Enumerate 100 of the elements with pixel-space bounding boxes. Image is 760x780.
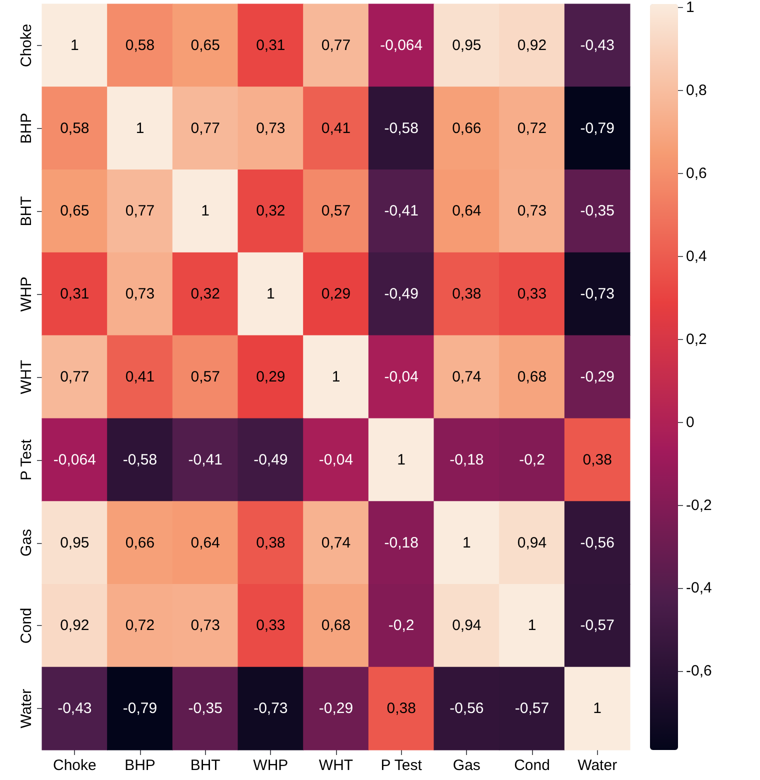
data-label: 0,66: [125, 534, 155, 552]
color-bar-label: 1: [686, 0, 694, 16]
data-label: 0,74: [321, 534, 351, 552]
x-tick-label: WHP: [253, 757, 288, 774]
data-label: -0,49: [384, 286, 418, 303]
y-tick-label: WHP: [18, 276, 35, 312]
x-tick-label: WHT: [318, 757, 354, 774]
data-label: 0,77: [321, 36, 351, 54]
y-tick-label: WHT: [18, 360, 35, 394]
data-label: 0,32: [190, 286, 220, 303]
data-label: 0,38: [582, 451, 612, 468]
data-label: 0,92: [517, 36, 547, 54]
data-label: -0,56: [450, 700, 484, 718]
data-label: 0,94: [517, 534, 547, 552]
data-label: 0,33: [256, 617, 286, 634]
data-label: 0,73: [125, 286, 155, 303]
data-label: 0,68: [517, 368, 547, 386]
data-label: 1: [528, 617, 536, 634]
data-label: -0,58: [122, 451, 158, 468]
data-label: 0,74: [452, 368, 482, 386]
data-label: -0,73: [580, 286, 614, 303]
data-label: 0,73: [517, 202, 547, 220]
data-label: 1: [593, 700, 602, 718]
data-label: 0,77: [125, 202, 155, 220]
data-label: 0,57: [190, 368, 220, 386]
data-label: -0,064: [53, 451, 96, 468]
data-label: 0,29: [321, 286, 351, 303]
data-label: -0,43: [58, 700, 92, 718]
y-tick-label: P Test: [18, 438, 35, 480]
data-label: 0,73: [256, 120, 286, 137]
data-label: -0,79: [580, 120, 614, 137]
data-label: -0,35: [188, 700, 222, 718]
x-tick-label: BHT: [190, 757, 220, 774]
data-label: 1: [266, 286, 275, 303]
color-bar-label: -0,4: [686, 580, 712, 597]
data-label: -0,064: [380, 36, 423, 54]
data-label: 0,65: [60, 202, 90, 220]
data-label: 1: [397, 451, 406, 468]
data-label: -0,35: [580, 202, 614, 220]
data-label: 1: [201, 202, 210, 220]
data-label: 0,31: [256, 36, 286, 54]
color-bar-label: 0,2: [686, 330, 707, 348]
x-tick-label: P Test: [380, 757, 423, 774]
data-label: -0,57: [580, 617, 614, 634]
data-label: 0,31: [60, 286, 90, 303]
data-label: 0,72: [517, 120, 547, 137]
y-tick-label: Water: [18, 688, 35, 728]
data-label: -0,18: [384, 534, 418, 552]
data-label: 0,58: [60, 120, 90, 137]
data-label: 0,57: [321, 202, 351, 220]
y-tick-label: BHP: [18, 112, 35, 144]
data-label: 0,29: [256, 368, 286, 386]
data-label: 0,41: [125, 368, 155, 386]
data-label: -0,18: [450, 451, 484, 468]
color-bar-label: 0,6: [686, 164, 707, 182]
y-tick-label: Choke: [18, 24, 35, 68]
data-label: 0,41: [321, 120, 351, 137]
data-label: -0,04: [384, 368, 418, 386]
x-tick-label: BHP: [124, 757, 156, 774]
data-label: 0,32: [256, 202, 286, 220]
data-label: 0,64: [190, 534, 220, 552]
color-bar-label: 0,8: [686, 82, 707, 99]
data-label: -0,41: [188, 451, 222, 468]
data-label: 0,95: [60, 534, 90, 552]
data-label: -0,41: [384, 202, 418, 220]
data-label: 1: [136, 120, 144, 137]
data-label: 0,64: [452, 202, 482, 220]
color-bar-label: 0: [686, 414, 694, 431]
data-label: -0,56: [580, 534, 614, 552]
data-label: 0,73: [190, 617, 220, 634]
data-label: -0,58: [384, 120, 418, 137]
data-label: 0,65: [190, 36, 220, 54]
data-label: 0,77: [60, 368, 90, 386]
data-label: 0,38: [452, 286, 482, 303]
color-bar-label: 0,4: [686, 248, 707, 265]
data-label: -0,2: [388, 617, 414, 634]
data-label: 0,38: [256, 534, 286, 552]
data-label: 0,77: [190, 120, 220, 137]
data-label: 0,92: [60, 617, 90, 634]
data-label: -0,29: [318, 700, 354, 718]
data-label: 0,58: [125, 36, 155, 54]
y-tick-label: BHT: [18, 196, 35, 226]
data-label: 0,94: [452, 617, 482, 634]
data-label: -0,57: [514, 700, 550, 718]
data-label: 1: [70, 36, 79, 54]
color-bar-label: -0,6: [686, 662, 712, 680]
y-tick-label: Cond: [18, 608, 35, 644]
data-label: -0,04: [318, 451, 354, 468]
data-label: -0,2: [519, 451, 545, 468]
data-label: -0,79: [122, 700, 158, 718]
data-label: -0,73: [254, 700, 288, 718]
data-label: 0,38: [386, 700, 416, 718]
x-tick-label: Gas: [452, 757, 480, 774]
x-tick-label: Choke: [52, 757, 96, 774]
y-tick-label: Gas: [18, 529, 35, 557]
data-label: 1: [462, 534, 471, 552]
data-label: -0,49: [254, 451, 288, 468]
data-label: 0,68: [321, 617, 351, 634]
x-tick-label: Water: [578, 757, 618, 774]
data-label: -0,43: [580, 36, 614, 54]
